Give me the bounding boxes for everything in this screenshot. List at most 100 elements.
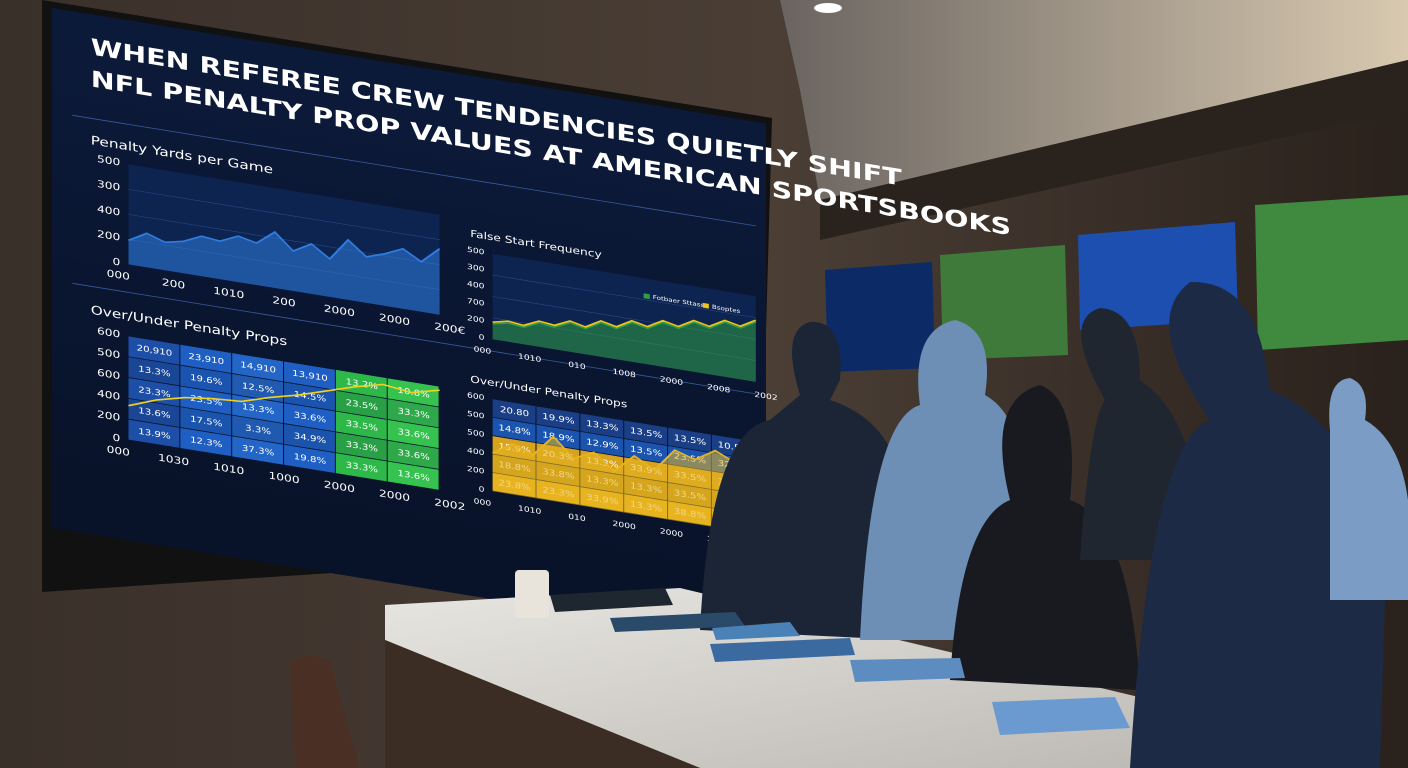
x-tick-label: 2000 [379,312,410,328]
line [127,230,441,263]
tablet [610,612,745,632]
tablet [992,697,1130,735]
legend-label: Bsoptes [712,303,741,315]
heat-cell [128,336,180,365]
x-tick-label: 2000 [324,303,355,319]
tablet [710,638,855,662]
ceiling-light [814,3,842,13]
heat-cell [128,419,180,448]
heat-cell [387,419,439,449]
y-tick-label: 400 [467,446,484,457]
line [492,319,757,328]
y-tick-label: 200 [467,313,484,324]
divider [72,114,756,227]
y-tick-label: 500 [467,427,484,438]
heat-cell [180,344,232,373]
y-tick-label: 600 [467,390,484,401]
x-tick-label: 010 [568,360,585,371]
heat-cell [284,444,335,473]
heat-cell [128,357,180,386]
y-tick-label: 300 [467,262,484,273]
x-tick-label: 2000 [613,519,636,531]
y-tick-label: 200 [467,464,484,475]
line [492,321,757,330]
x-tick-label: 2000 [660,374,683,386]
line [128,383,440,407]
cell-label: 3.3% [245,423,271,437]
heat-cell [580,413,624,439]
heat-cell [536,406,580,431]
area [492,436,756,534]
grid-line [128,189,440,240]
x-tick-label: 000 [107,268,130,283]
person [950,385,1140,690]
heat-cell [180,386,232,415]
cell-label: 20.80 [500,405,529,419]
y-tick-label: 200 [97,408,120,423]
heat-cell [335,411,387,440]
y-tick-label: 500 [467,245,484,256]
heat-cell [492,417,536,443]
y-tick-label: 300 [97,178,120,193]
tv-field [1255,195,1408,350]
heat-cell [335,432,387,461]
y-tick-label: 600 [97,367,120,382]
y-tick-label: 500 [97,346,120,361]
x-tick-label: 1010 [518,503,541,515]
y-tick-label: 700 [467,296,484,307]
y-tick-label: 400 [97,388,120,403]
heat-cell [492,399,536,424]
heat-cell [335,453,387,482]
x-tick-label: 1010 [518,351,541,363]
notebook [550,588,673,612]
heat-cell [180,365,232,394]
x-tick-label: 2008 [707,382,730,394]
x-tick-label: 000 [474,496,491,507]
tv-odds [825,262,935,372]
heat-cell [232,373,284,403]
heat-cell [284,361,335,390]
cup [515,570,549,618]
x-tick-label: 2000 [324,479,355,495]
heat-cell [580,431,624,457]
x-tick-label: 1008 [613,367,636,379]
heat-cell [387,399,439,428]
tablets [550,588,1130,735]
x-tick-label: 1010 [213,285,244,301]
y-tick-label: 400 [97,203,120,218]
heat-cell [624,420,668,446]
x-tick-label: 010 [568,512,585,523]
area [492,321,756,382]
heat-cell [284,382,335,411]
heat-cell [335,369,387,399]
heat-cell [180,407,232,436]
line [492,435,757,473]
person [1130,281,1385,768]
ceiling [780,0,1408,200]
x-tick-label: 1010 [213,461,244,477]
x-tick-label: 2000 [379,488,410,504]
tablet [712,622,800,640]
heat-cell [128,398,180,427]
person [1329,378,1408,600]
x-tick-label: 2002 [754,390,777,402]
soffit [820,60,1408,240]
x-tick-label: 000 [107,444,130,459]
heat-cell [232,436,284,465]
x-tick-label: 1000 [268,470,299,486]
person [700,321,905,640]
y-tick-label: 0 [479,332,485,342]
heat-cell [284,403,335,432]
heat-cell [232,415,284,444]
y-tick-label: 200 [97,228,120,243]
chair [290,656,360,768]
people [700,281,1408,768]
heat-cell [284,423,335,453]
y-tick-label: 600 [97,325,120,340]
divider [72,282,756,395]
tablet [850,658,965,682]
x-tick-label: 200€ [434,321,465,337]
x-tick-label: 2000 [660,526,683,538]
heat-cell [232,353,284,382]
